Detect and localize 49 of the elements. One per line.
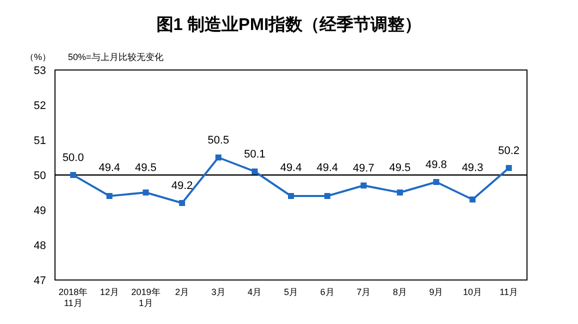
text: 49.5 xyxy=(135,162,156,174)
x-tick-label: 2月 xyxy=(175,287,190,297)
text: 49.4 xyxy=(280,162,302,174)
text: 49.3 xyxy=(462,162,484,174)
y-tick-label: 47 xyxy=(34,275,46,287)
point xyxy=(106,193,112,199)
point xyxy=(70,172,76,178)
y-tick-label: 52 xyxy=(34,100,46,112)
text: 49.2 xyxy=(171,180,193,192)
point xyxy=(360,182,367,188)
x-tick-label: 5月 xyxy=(284,287,298,297)
point xyxy=(179,200,186,206)
text: 50%=与上月比较无变化 xyxy=(68,52,164,62)
y-axis-title: （%） xyxy=(24,52,52,62)
x-tick-label: 7月 xyxy=(356,287,371,297)
y-tick-label: 48 xyxy=(34,240,46,252)
x-tick-label: 8月 xyxy=(392,287,407,297)
x-tick-label: 11月 xyxy=(500,287,518,297)
point xyxy=(470,196,476,202)
text: 49.8 xyxy=(426,159,447,171)
point xyxy=(396,190,403,196)
x-tick-label: 2019年 1月 xyxy=(131,287,160,308)
y-tick-label: 50 xyxy=(34,170,46,182)
point xyxy=(288,193,294,199)
x-tick-label: 3月 xyxy=(211,287,226,297)
text: 49.7 xyxy=(352,162,374,174)
text: 50.2 xyxy=(498,145,520,157)
text: 50.0 xyxy=(62,152,84,164)
chart-title: 图1 制造业PMI指数（经季节调整） xyxy=(156,15,422,34)
x-tick-label: 2018年 11月 xyxy=(58,287,88,308)
x-tick-label: 4月 xyxy=(248,287,262,297)
text: 49.4 xyxy=(98,162,120,174)
text: 49.4 xyxy=(316,162,338,174)
text: 50.5 xyxy=(208,134,230,146)
x-tick-label: 9月 xyxy=(429,287,444,297)
y-tick-label: 53 xyxy=(34,65,46,77)
y-tick-label: 49 xyxy=(34,205,46,217)
y-tick-label: 51 xyxy=(34,135,46,147)
x-tick-label: 12月 xyxy=(100,287,119,297)
point xyxy=(215,154,222,160)
point xyxy=(433,179,440,185)
point xyxy=(324,193,330,199)
point xyxy=(506,165,512,171)
text: 49.5 xyxy=(389,162,411,174)
x-tick-label: 10月 xyxy=(463,287,482,297)
x-tick-label: 6月 xyxy=(320,287,334,297)
text: 50.1 xyxy=(244,148,266,160)
point xyxy=(142,190,149,196)
point xyxy=(252,168,258,174)
